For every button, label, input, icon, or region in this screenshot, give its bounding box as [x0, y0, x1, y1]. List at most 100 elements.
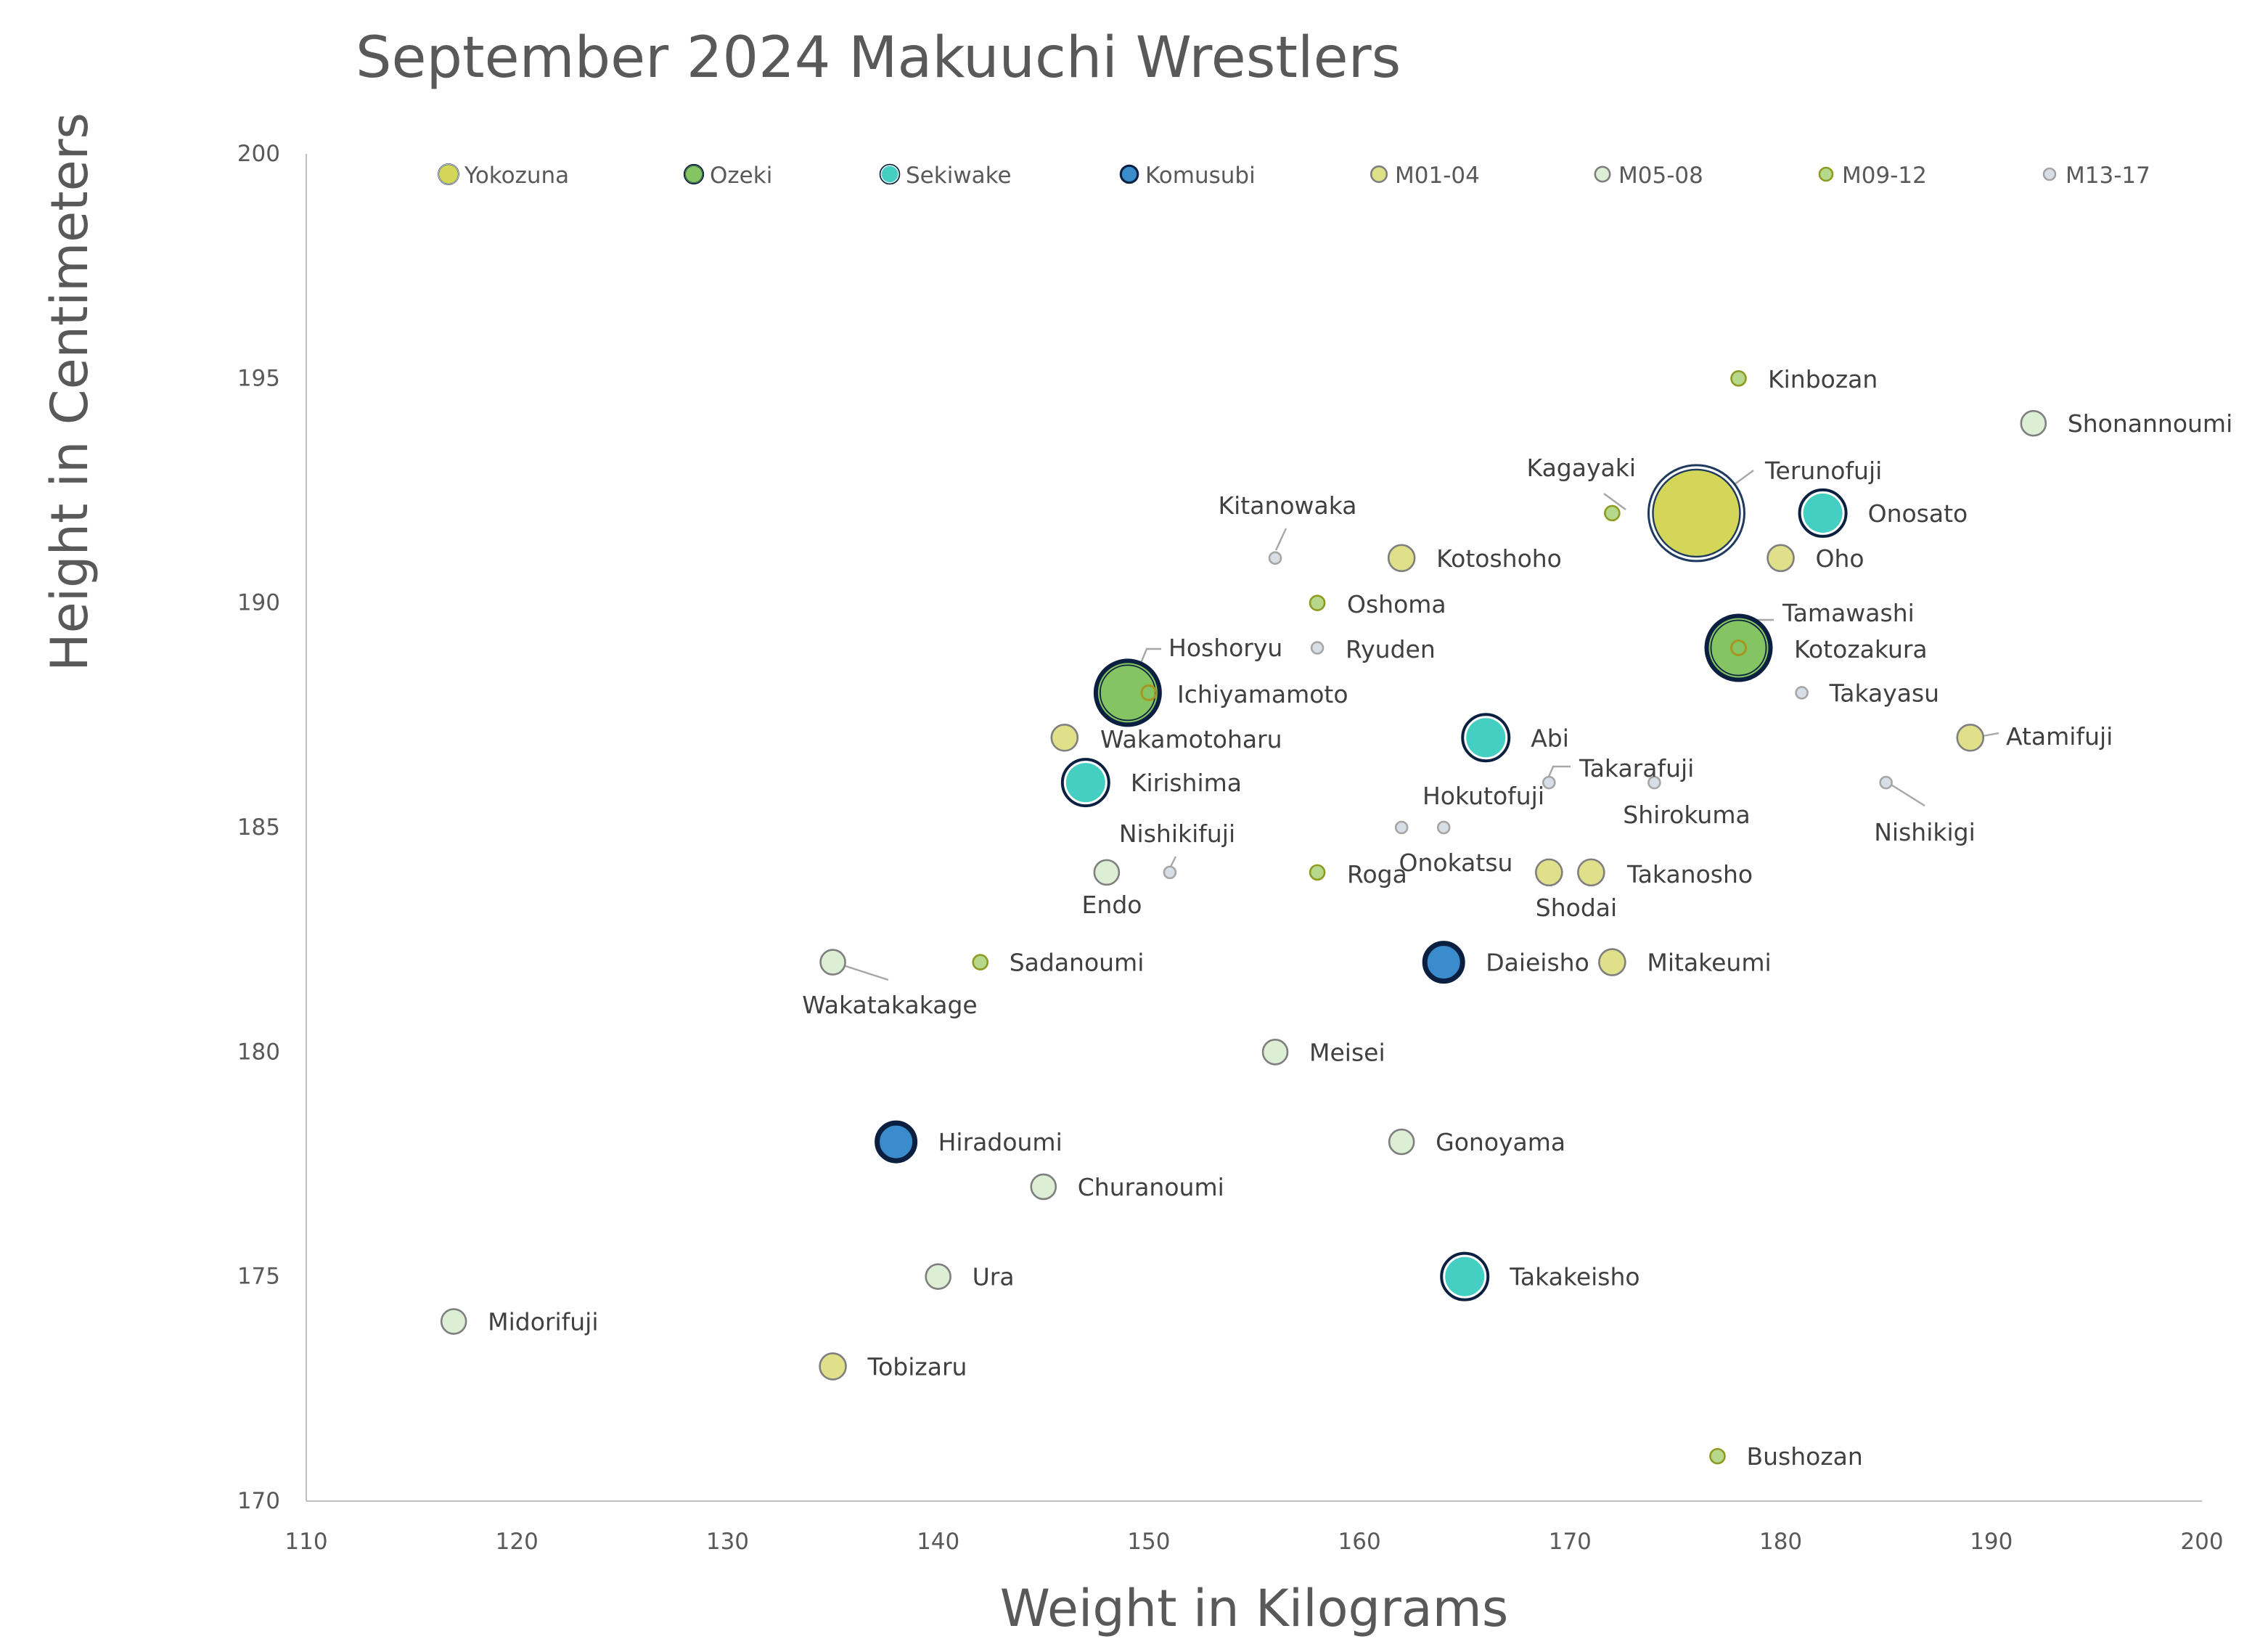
- data-label: Nishikifuji: [1119, 820, 1235, 848]
- x-tick-label: 130: [706, 1529, 749, 1555]
- data-label: Kotozakura: [1794, 635, 1928, 663]
- data-label: Mitakeumi: [1647, 949, 1771, 977]
- data-point-endo: [1093, 859, 1121, 886]
- legend-marker-icon: [1119, 164, 1139, 184]
- data-label: Takayasu: [1829, 679, 1940, 707]
- data-label: Takanosho: [1626, 860, 1753, 888]
- data-label: Terunofuji: [1764, 457, 1882, 485]
- data-point-wakamotoharu: [1050, 723, 1079, 752]
- data-point-kitanowaka: [1268, 551, 1282, 565]
- legend-label: Ozeki: [710, 163, 772, 189]
- data-point-kirishima: [1060, 758, 1110, 808]
- data-label: Abi: [1531, 724, 1569, 752]
- data-point-sadanoumi: [972, 954, 989, 970]
- data-label: Ura: [973, 1263, 1015, 1291]
- legend-label: Komusubi: [1145, 163, 1256, 189]
- data-point-bushozan: [1709, 1447, 1726, 1465]
- leader-line: [1547, 765, 1571, 777]
- x-tick-label: 120: [496, 1529, 539, 1555]
- data-point-oho: [1766, 544, 1795, 573]
- legend-item-m05-08: M05-08: [1594, 163, 1703, 189]
- data-label: Meisei: [1309, 1038, 1385, 1066]
- x-tick-label: 180: [1759, 1529, 1802, 1555]
- data-label: Gonoyama: [1436, 1128, 1565, 1156]
- leader-line: [1982, 732, 1999, 737]
- y-tick-label: 180: [237, 1039, 280, 1065]
- leader-line: [1603, 493, 1626, 510]
- data-point-meisei: [1261, 1039, 1289, 1066]
- data-label: Nishikigi: [1874, 818, 1976, 846]
- legend-marker-icon: [438, 163, 459, 185]
- data-point-kotozakura: [1704, 613, 1773, 682]
- data-label: Atamifuji: [2006, 722, 2113, 751]
- data-label: Hoshoryu: [1168, 634, 1282, 662]
- x-tick-label: 140: [917, 1529, 959, 1555]
- legend-item-yokozuna: Yokozuna: [438, 163, 569, 189]
- data-point-onosato: [1798, 488, 1848, 538]
- data-point-takarafuji: [1542, 775, 1556, 790]
- data-label: Kitanowaka: [1218, 491, 1356, 520]
- legend-label: Sekiwake: [906, 163, 1012, 189]
- data-point-ura: [925, 1263, 951, 1290]
- data-label: Takakeisho: [1509, 1263, 1639, 1291]
- data-label: Wakamotoharu: [1100, 725, 1282, 753]
- data-label: Kinbozan: [1768, 365, 1878, 393]
- data-label: Kotoshoho: [1436, 544, 1562, 573]
- data-point-nishikifuji: [1163, 865, 1177, 880]
- data-point-ryuden: [1310, 641, 1325, 655]
- legend-label: Yokozuna: [464, 163, 569, 189]
- data-label: Kirishima: [1131, 769, 1242, 797]
- legend-label: M01-04: [1395, 163, 1480, 189]
- data-point-oshoma: [1309, 594, 1326, 611]
- y-axis-title: Height in Centimeters: [40, 113, 99, 671]
- data-label: Endo: [1082, 891, 1142, 919]
- legend-label: M09-12: [1842, 163, 1927, 189]
- legend-label: M13-17: [2066, 163, 2150, 189]
- data-label: Kagayaki: [1527, 454, 1636, 482]
- data-label: Tobizaru: [867, 1352, 967, 1381]
- data-label: Hokutofuji: [1422, 782, 1544, 810]
- data-point-gonoyama: [1388, 1128, 1415, 1156]
- x-tick-label: 150: [1127, 1529, 1170, 1555]
- data-point-hoshoryu: [1093, 658, 1162, 727]
- legend-item-m09-12: M09-12: [1818, 163, 1927, 189]
- legend-marker-icon: [683, 163, 705, 185]
- data-label: Onosato: [1868, 499, 1968, 528]
- y-tick-label: 170: [237, 1488, 280, 1514]
- data-label: Takarafuji: [1579, 754, 1694, 782]
- y-tick-label: 200: [237, 141, 280, 167]
- data-label: Daieisho: [1486, 949, 1589, 977]
- data-label: Onokatsu: [1399, 849, 1513, 877]
- legend-item-m13-17: M13-17: [2042, 163, 2150, 189]
- data-point-churanoumi: [1030, 1173, 1057, 1201]
- legend-marker-icon: [879, 163, 901, 185]
- data-label: Oho: [1816, 544, 1864, 573]
- data-point-shonannoumi: [2020, 409, 2047, 437]
- data-label: Shonannoumi: [2068, 409, 2232, 438]
- leader-line: [1274, 528, 1287, 551]
- data-label: Hiradoumi: [938, 1128, 1063, 1156]
- data-label: Wakatakakage: [802, 991, 977, 1019]
- legend-marker-icon: [2042, 167, 2057, 181]
- data-point-nishikigi: [1879, 775, 1893, 790]
- data-label: Ryuden: [1346, 635, 1436, 663]
- x-tick-label: 110: [284, 1529, 327, 1555]
- data-point-tobizaru: [819, 1352, 847, 1381]
- data-point-ichiyamamoto: [1140, 684, 1158, 701]
- chart-title: September 2024 Makuuchi Wrestlers: [356, 25, 1401, 91]
- data-label: Roga: [1347, 860, 1407, 888]
- x-axis-title: Weight in Kilograms: [1000, 1579, 1509, 1638]
- data-label: Sadanoumi: [1010, 949, 1145, 977]
- data-point-terunofuji: [1647, 464, 1745, 563]
- x-tick-label: 170: [1549, 1529, 1592, 1555]
- data-point-takayasu: [1795, 686, 1809, 700]
- leader-line: [838, 963, 889, 981]
- x-tick-label: 200: [2180, 1529, 2223, 1555]
- data-point-hiradoumi: [875, 1120, 918, 1164]
- y-tick-label: 195: [237, 365, 280, 391]
- data-point-midorifuji: [440, 1308, 467, 1335]
- legend-item-sekiwake: Sekiwake: [879, 163, 1012, 189]
- data-point-roga: [1309, 864, 1326, 881]
- data-point-kotoshoho: [1387, 544, 1416, 573]
